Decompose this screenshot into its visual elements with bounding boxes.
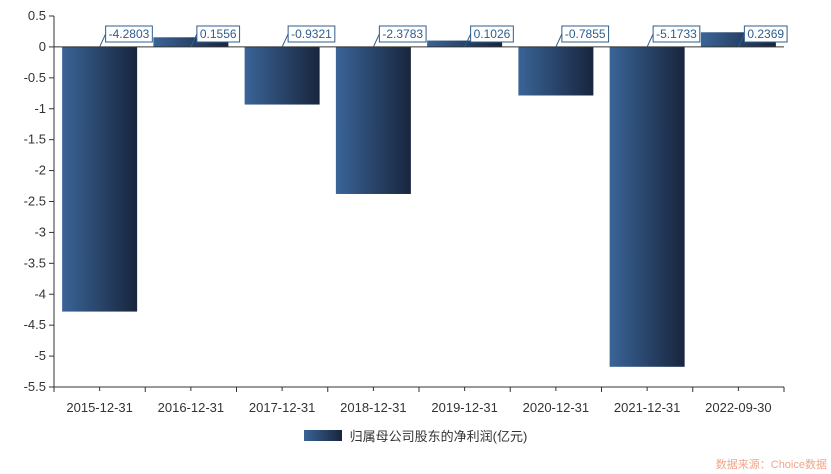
data-label-2022-09-30: 0.2369 (737, 25, 788, 48)
legend-label: 归属母公司股东的净利润(亿元) (349, 429, 528, 444)
y-tick-label: -0.5 (24, 70, 46, 85)
y-tick-label: 0.5 (28, 8, 46, 23)
data-label-box (287, 25, 336, 43)
data-label-2020-12-31: -0.7855 (555, 25, 610, 48)
y-tick-label: -3 (34, 224, 46, 239)
x-tick-label: 2017-12-31 (249, 400, 316, 415)
watermark: 数据来源：Choice数据 (715, 459, 827, 471)
data-label-2017-12-31: -0.9321 (281, 25, 336, 48)
y-tick-label: -4 (34, 286, 46, 301)
data-label-leader (555, 33, 563, 48)
bar-2016-12-31[interactable] (153, 37, 229, 47)
data-label-leader (646, 33, 654, 48)
data-label-text: -4.2803 (109, 27, 150, 41)
data-label-text: 0.2369 (747, 27, 784, 41)
x-tick-label: 2019-12-31 (431, 400, 498, 415)
data-label-box (470, 25, 514, 43)
data-label-text: 0.1556 (200, 27, 237, 41)
data-label-box (105, 25, 153, 43)
data-label-box (378, 25, 427, 43)
data-label-2018-12-31: -2.3783 (372, 25, 427, 48)
x-tick-label: 2022-09-30 (705, 400, 772, 415)
data-label-leader (372, 33, 380, 48)
axes-layer: 0.5 0 -0.5 -1 -1.5 -2 -2.5 -3 -3.5 -4 -4.5 -5 -5.5 20… (24, 8, 785, 415)
x-tick-label: 2021-12-31 (614, 400, 681, 415)
bar-2017-12-31[interactable] (244, 46, 320, 105)
x-tick-label: 2015-12-31 (66, 400, 133, 415)
y-tick-label: 0 (39, 39, 46, 54)
bar-2015-12-31[interactable] (62, 46, 138, 312)
bar-2018-12-31[interactable] (335, 46, 411, 194)
y-tick-label: -1 (34, 101, 46, 116)
y-tick-label: -5 (34, 348, 46, 363)
data-labels-layer: -4.2803 0.1556 -0.9321 -2.3783 0.1026 -0.7855… (99, 25, 788, 48)
y-tick-label: -1.5 (24, 132, 46, 147)
x-tick-label: 2016-12-31 (158, 400, 225, 415)
legend-swatch (303, 430, 342, 441)
y-tick-label: -2.5 (24, 194, 46, 209)
data-label-leader (281, 33, 289, 48)
bar-2021-12-31[interactable] (609, 46, 685, 367)
data-label-text: -5.1733 (656, 27, 697, 41)
bar-2019-12-31[interactable] (427, 40, 503, 47)
y-tick-label: -3.5 (24, 255, 46, 270)
data-label-leader (464, 33, 472, 48)
data-label-2021-12-31: -5.1733 (646, 25, 701, 48)
data-label-leader (190, 33, 198, 48)
bar-2020-12-31[interactable] (518, 46, 594, 96)
data-label-text: -0.7855 (565, 27, 606, 41)
y-tick-label: -2 (34, 163, 46, 178)
data-label-box (743, 25, 788, 43)
data-label-text: -0.9321 (291, 27, 332, 41)
data-label-leader (737, 33, 745, 48)
data-label-2019-12-31: 0.1026 (464, 25, 514, 48)
legend: 归属母公司股东的净利润(亿元) (0, 426, 831, 445)
data-label-2016-12-31: 0.1556 (190, 25, 241, 48)
data-label-leader (99, 33, 107, 48)
data-label-box (561, 25, 610, 43)
data-label-text: -2.3783 (382, 27, 423, 41)
legend-item[interactable]: 归属母公司股东的净利润(亿元) (303, 426, 528, 445)
y-tick-label: -4.5 (24, 317, 46, 332)
data-label-2015-12-31: -4.2803 (99, 25, 153, 48)
data-label-box (196, 25, 241, 43)
x-tick-label: 2018-12-31 (340, 400, 407, 415)
bars-layer (62, 32, 776, 367)
data-label-box (652, 25, 701, 43)
y-tick-label: -5.5 (24, 379, 46, 394)
data-label-text: 0.1026 (474, 27, 511, 41)
x-tick-label: 2020-12-31 (523, 400, 590, 415)
